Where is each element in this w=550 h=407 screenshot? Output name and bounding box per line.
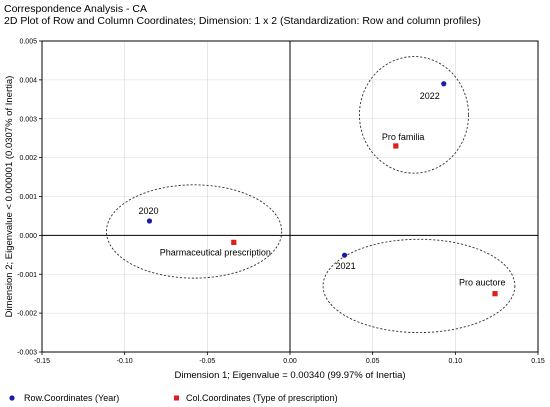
point-label: Pharmaceutical prescription bbox=[160, 247, 271, 257]
y-tick-label: -0.002 bbox=[17, 311, 37, 318]
y-tick-label: 0.003 bbox=[19, 116, 37, 123]
legend: Row.Coordinates (Year) Col.Coordinates (… bbox=[9, 393, 338, 403]
point-circle bbox=[146, 218, 153, 224]
x-tick-label: 0.05 bbox=[366, 358, 380, 365]
axis-ticks: -0.15 -0.10 -0.05 0.00 0.05 0.10 0.15 0.005 0.00… bbox=[17, 39, 545, 366]
chart-title: Correspondence Analysis - CA bbox=[4, 3, 147, 15]
legend-item-col-coordinates: Col.Coordinates (Type of prescription) bbox=[174, 393, 338, 403]
cluster-ellipse bbox=[106, 184, 283, 279]
x-tick-label: -0.15 bbox=[34, 358, 50, 365]
legend-item-row-coordinates: Row.Coordinates (Year) bbox=[9, 393, 119, 403]
x-axis-label: Dimension 1; Eigenvalue = 0.00340 (99.97… bbox=[174, 370, 405, 381]
point-circle bbox=[441, 81, 447, 87]
cluster-ellipses bbox=[106, 56, 516, 334]
y-tick-label: 0.000 bbox=[19, 233, 37, 240]
legend-label-row: Row.Coordinates (Year) bbox=[24, 393, 119, 403]
cluster-ellipse bbox=[322, 238, 516, 334]
point-label: Pro familia bbox=[382, 132, 425, 142]
y-tick-label: 0.001 bbox=[19, 194, 37, 201]
legend-circle-marker bbox=[9, 395, 15, 401]
y-tick-label: 0.005 bbox=[19, 39, 37, 46]
legend-square-marker bbox=[174, 395, 179, 401]
point-label: 2020 bbox=[138, 206, 158, 216]
point-circle bbox=[341, 252, 348, 258]
y-tick-label: 0.002 bbox=[19, 155, 37, 162]
x-tick-label: -0.05 bbox=[199, 358, 215, 365]
point-label: 2021 bbox=[336, 261, 356, 271]
point-label: Pro auctore bbox=[459, 278, 506, 288]
zero-lines bbox=[42, 41, 538, 352]
x-tick-label: -0.10 bbox=[117, 358, 133, 365]
y-axis-label: Dimension 2; Eigenvalue < 0.000001 (0.03… bbox=[4, 76, 15, 318]
legend-label-col: Col.Coordinates (Type of prescription) bbox=[186, 393, 338, 403]
x-tick-label: 0.00 bbox=[283, 358, 297, 365]
y-tick-label: -0.001 bbox=[17, 272, 37, 279]
x-tick-label: 0.10 bbox=[449, 358, 463, 365]
y-tick-label: 0.004 bbox=[19, 77, 37, 84]
point-square bbox=[393, 143, 399, 149]
point-square bbox=[492, 291, 498, 297]
chart-subtitle: 2D Plot of Row and Column Coordinates; D… bbox=[4, 15, 481, 27]
y-tick-label: -0.003 bbox=[17, 350, 37, 357]
data-points: 2020 2021 2022 Pharmaceutical prescription P… bbox=[138, 81, 506, 297]
cluster-ellipse bbox=[358, 56, 470, 174]
x-tick-label: 0.15 bbox=[531, 358, 545, 365]
point-label: 2022 bbox=[420, 91, 440, 101]
point-square bbox=[231, 239, 237, 245]
